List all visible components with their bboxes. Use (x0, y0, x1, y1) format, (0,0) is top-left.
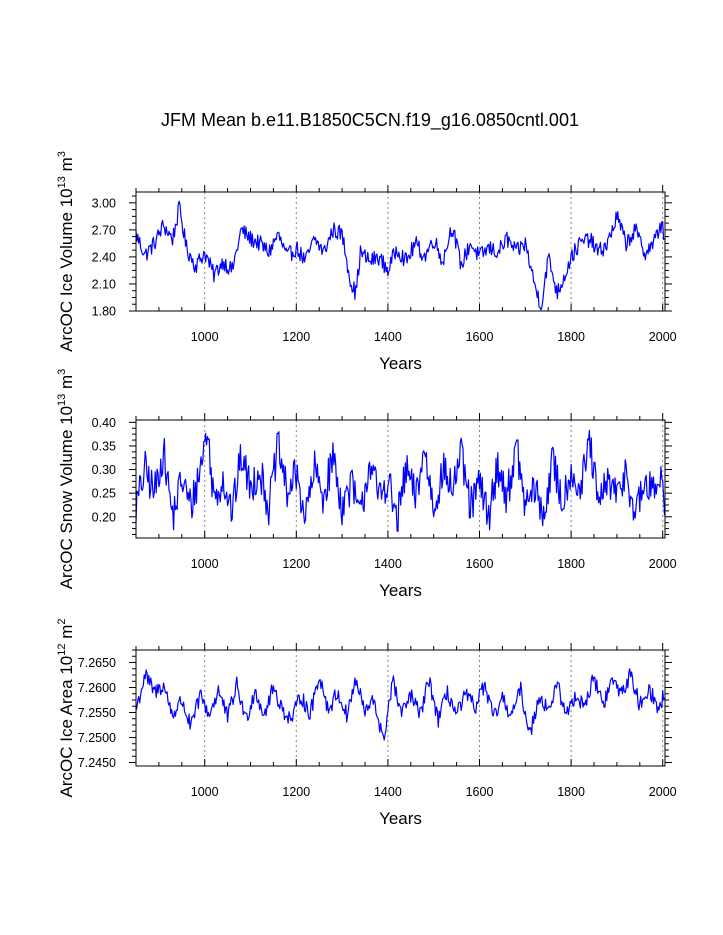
x-tick-label: 1400 (374, 557, 402, 571)
y-tick-label: 7.2550 (78, 706, 116, 720)
x-tick-label: 1600 (466, 785, 494, 799)
y-axis-title-text: ArcOC Ice Volume 10 (57, 188, 76, 351)
y-axis-title-text: ArcOC Snow Volume 10 (57, 406, 76, 589)
y-axis-title-unit: m (57, 157, 76, 176)
y-tick-label: 0.25 (92, 487, 116, 501)
x-tick-label: 1000 (191, 557, 219, 571)
y-tick-label: 2.70 (92, 223, 116, 237)
y-axis-title: ArcOC Snow Volume 1013 m3 (56, 369, 76, 590)
chart-panel-2: 1000 1200 1400 1600 1800 2000 0.20 0.25 0.30 0.35… (56, 369, 677, 600)
x-tick-label: 2000 (649, 330, 677, 344)
y-tick-label: 0.20 (92, 510, 116, 524)
y-tick-label: 7.2600 (78, 681, 116, 695)
y-axis-title: ArcOC Ice Volume 1013 m3 (56, 151, 76, 352)
y-tick-label: 0.35 (92, 439, 116, 453)
x-tick-label: 1800 (557, 557, 585, 571)
x-tick-label: 1000 (191, 785, 219, 799)
y-axis-title-exponent: 12 (56, 644, 68, 656)
chart-panel-1: 1000 1200 1400 1600 1800 2000 1.80 2.10 2.40 2.70… (56, 151, 677, 373)
x-tick-label: 1800 (557, 330, 585, 344)
x-tick-label: 1400 (374, 785, 402, 799)
y-tick-label: 7.2500 (78, 731, 116, 745)
y-tick-label: 7.2450 (78, 756, 116, 770)
x-tick-label: 2000 (649, 785, 677, 799)
y-tick-label: 0.40 (92, 416, 116, 430)
y-axis-title-unit: m (57, 375, 76, 394)
y-tick-label: 2.10 (92, 277, 116, 291)
y-tick-label: 7.2650 (78, 656, 116, 670)
x-tick-label: 1000 (191, 330, 219, 344)
series-line (135, 200, 665, 311)
x-tick-label: 1600 (466, 330, 494, 344)
x-tick-label: 1200 (282, 557, 310, 571)
chart-panel-3: 1000 1200 1400 1600 1800 2000 7.2450 7.2500 7.25… (56, 619, 677, 829)
y-tick-label: 0.30 (92, 463, 116, 477)
y-tick-label: 2.40 (92, 250, 116, 264)
y-axis-title-text: ArcOC Ice Area 10 (57, 656, 76, 798)
x-axis-title: Years (379, 809, 422, 828)
plot-frame (135, 419, 666, 539)
y-axis-title-exponent: 13 (56, 176, 68, 188)
series-line (135, 429, 666, 532)
y-axis-title-unit: m (57, 625, 76, 644)
y-axis-title-unit-exponent: 2 (56, 619, 68, 625)
y-tick-label: 1.80 (92, 305, 116, 319)
x-tick-label: 1400 (374, 330, 402, 344)
x-tick-label: 1800 (557, 785, 585, 799)
y-axis-title-exponent: 13 (56, 394, 68, 406)
y-axis-title: ArcOC Ice Area 1012 m2 (56, 619, 76, 798)
x-axis-title: Years (379, 581, 422, 600)
plot-frame (135, 191, 666, 312)
x-tick-label: 1600 (466, 557, 494, 571)
x-axis-title: Years (379, 354, 422, 373)
chart-title: JFM Mean b.e11.B1850C5CN.f19_g16.0850cnt… (161, 110, 579, 131)
y-axis-title-unit-exponent: 3 (56, 151, 68, 157)
x-tick-label: 1200 (282, 785, 310, 799)
y-tick-label: 3.00 (92, 196, 116, 210)
series-line (135, 668, 666, 741)
y-axis-title-unit-exponent: 3 (56, 369, 68, 375)
x-tick-label: 2000 (649, 557, 677, 571)
plot-frame (135, 649, 666, 767)
x-tick-label: 1200 (282, 330, 310, 344)
panels-container: 1000 1200 1400 1600 1800 2000 1.80 2.10 2.40 2.70… (56, 151, 677, 828)
